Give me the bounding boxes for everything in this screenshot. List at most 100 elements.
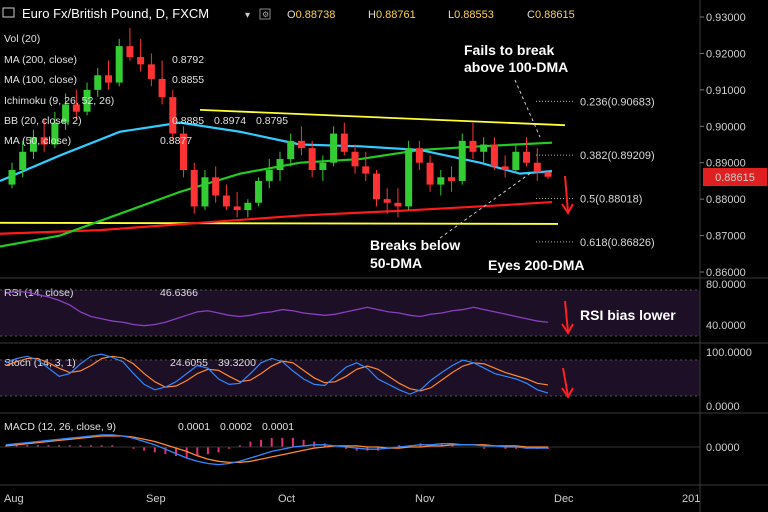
annotation-rsi-bias: RSI bias lower <box>580 307 676 323</box>
fib-label-1: 0.382(0.89209) <box>580 150 655 162</box>
stoch-tick-100: 100.0000 <box>706 347 752 359</box>
time-label-nov: Nov <box>415 493 435 505</box>
rsi-band <box>0 290 700 336</box>
symbol-dropdown-icon[interactable]: ▾ <box>245 10 250 21</box>
vol-legend[interactable]: Vol (20) <box>4 33 40 45</box>
candle <box>158 60 166 105</box>
candle <box>372 170 380 207</box>
price-tick-1: 0.92000 <box>706 48 746 60</box>
candle <box>523 137 531 167</box>
macd-legend[interactable]: MACD (12, 26, close, 9) <box>4 421 116 433</box>
candle <box>255 177 263 207</box>
candle <box>19 140 27 178</box>
candle <box>480 137 488 163</box>
candle <box>340 122 348 156</box>
candle <box>394 188 402 218</box>
ma100-legend[interactable]: MA (100, close) <box>4 74 77 86</box>
price-tick-5: 0.88000 <box>706 194 746 206</box>
down-arrows <box>561 175 574 399</box>
candle <box>330 126 338 167</box>
svg-text:H0.88761: H0.88761 <box>368 9 416 21</box>
ma50-value: 0.8877 <box>160 135 192 147</box>
time-axis: Aug Sep Oct Nov Dec 201 <box>4 493 700 505</box>
svg-text:⚙: ⚙ <box>262 10 269 19</box>
bb-value-1: 0.8885 <box>172 115 204 127</box>
ohlc-c-key: C <box>527 9 535 21</box>
indicator-legends[interactable]: Vol (20) MA (200, close) 0.8792 MA (100,… <box>4 33 288 147</box>
candle <box>512 144 520 174</box>
ma50-line <box>0 141 553 248</box>
ma100-value: 0.8855 <box>172 74 204 86</box>
candle <box>94 68 102 98</box>
ohlc-o-key: O <box>287 9 296 21</box>
rsi-line <box>5 290 549 327</box>
header-gear-icon[interactable]: ⚙ <box>259 8 271 20</box>
price-tick-3: 0.90000 <box>706 121 746 133</box>
ma200-legend[interactable]: MA (200, close) <box>4 54 77 66</box>
rsi-value: 46.6366 <box>160 287 198 299</box>
annotation-breaks-line1: Breaks below <box>370 237 460 253</box>
price-tick-2: 0.91000 <box>706 85 746 97</box>
candle <box>544 171 552 179</box>
macd-lines <box>0 434 700 466</box>
candle <box>212 166 220 203</box>
rsi-tick-80: 80.0000 <box>706 279 746 291</box>
ohlc-h-value: 0.88761 <box>376 9 416 21</box>
candle <box>62 93 70 130</box>
upper-trendline <box>199 108 566 127</box>
candle <box>308 140 316 178</box>
candle <box>405 140 413 211</box>
annotation-fails-line2: above 100-DMA <box>464 59 568 75</box>
rsi-down-arrow-icon <box>561 300 574 335</box>
candle <box>265 159 273 189</box>
fib-label-2: 0.5(0.88018) <box>580 193 642 205</box>
symbol-box-icon[interactable] <box>2 7 15 18</box>
candle <box>469 122 477 160</box>
current-price-value: 0.88615 <box>715 172 755 184</box>
ichimoku-legend[interactable]: Ichimoku (9, 26, 52, 26) <box>4 95 114 107</box>
rsi-legend[interactable]: RSI (14, close) <box>4 287 73 299</box>
candle <box>169 89 177 141</box>
stoch-down-arrow-icon <box>561 367 574 399</box>
candle <box>201 170 209 211</box>
macd-tick-0: 0.0000 <box>706 442 740 454</box>
fib-label-3: 0.618(0.86826) <box>580 237 655 249</box>
stoch-d-value: 39.3200 <box>218 357 256 369</box>
lower-trendline <box>0 221 559 225</box>
ohlc-o-value: 0.88738 <box>296 9 336 21</box>
candle <box>83 82 91 116</box>
macd-main-line <box>5 434 548 466</box>
candle <box>8 162 16 189</box>
rsi-series-line <box>5 290 549 327</box>
time-label-oct: Oct <box>278 493 295 505</box>
candle <box>104 60 112 90</box>
stoch-panel: Stoch (14, 3, 1) 24.6055 39.3200 100.000… <box>0 347 752 413</box>
candle <box>448 166 456 192</box>
price-down-arrow-icon <box>561 175 574 215</box>
candles <box>8 27 552 218</box>
rsi-tick-40: 40.0000 <box>706 320 746 332</box>
candle <box>426 155 434 192</box>
bb-legend[interactable]: BB (20, close, 2) <box>4 115 82 127</box>
ma50-legend[interactable]: MA (50, close) <box>4 135 71 147</box>
candle <box>383 188 391 214</box>
candle <box>490 137 498 170</box>
rsi-panel: RSI (14, close) 46.6366 80.0000 40.0000 <box>0 279 746 337</box>
ohlc-h-key: H <box>368 9 376 21</box>
candle <box>29 129 37 160</box>
price-tick-7: 0.86000 <box>706 267 746 279</box>
candle <box>180 126 188 178</box>
svg-text:O0.88738: O0.88738 <box>287 9 335 21</box>
annotation-breaks-line2: 50-DMA <box>370 255 422 271</box>
candle <box>437 170 445 196</box>
price-tick-6: 0.87000 <box>706 231 746 243</box>
candle <box>233 191 241 218</box>
annotation-eyes: Eyes 200-DMA <box>488 257 585 273</box>
stoch-d-line <box>5 355 549 392</box>
candle <box>137 38 145 72</box>
symbol-title[interactable]: Euro Fx/British Pound, D, FXCM <box>22 6 209 21</box>
candle <box>415 140 423 170</box>
ohlc-c-value: 0.88615 <box>535 9 575 21</box>
